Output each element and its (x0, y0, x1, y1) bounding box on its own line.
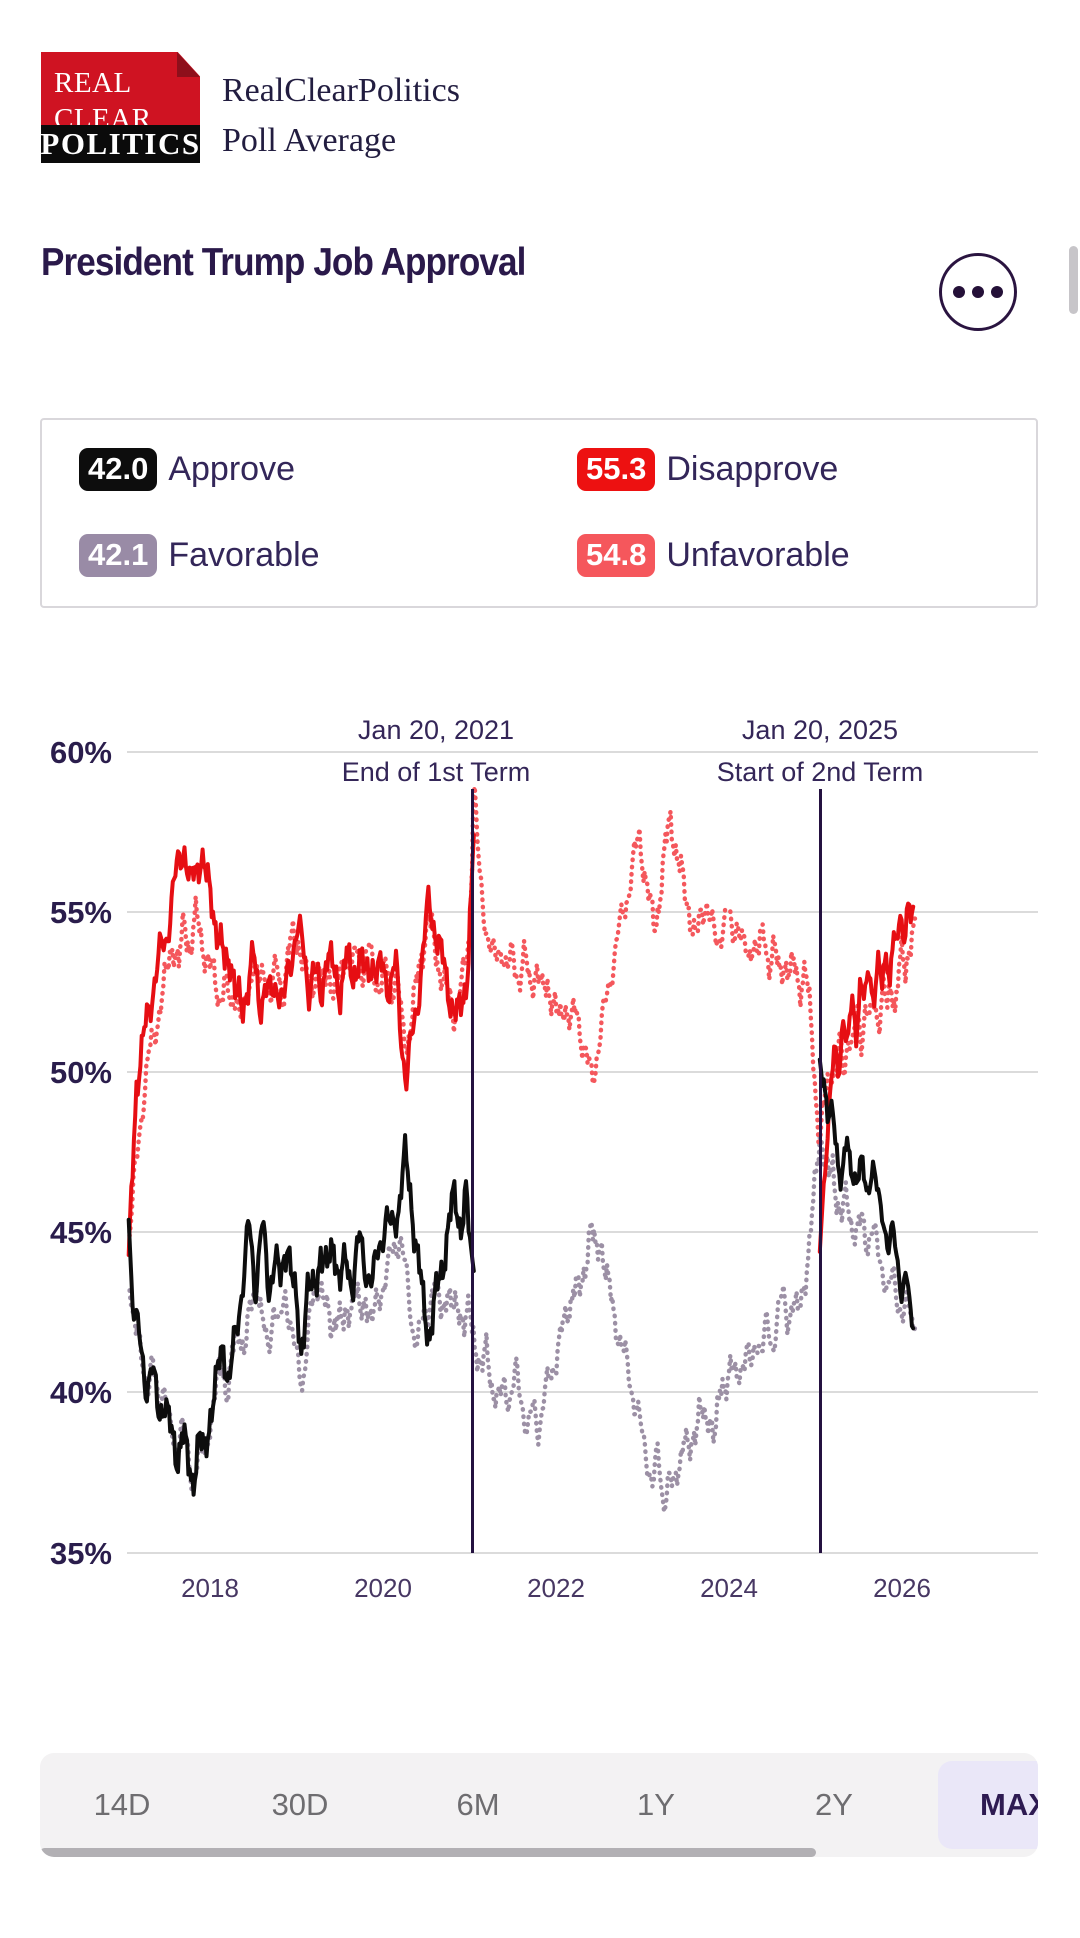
disapprove-value-badge: 55.3 (577, 447, 656, 491)
brand-text: RealClearPolitics Poll Average (222, 66, 460, 166)
y-tick-50: 50% (50, 1055, 112, 1090)
page-title: President Trump Job Approval (41, 241, 526, 284)
series-disapprove-line-1 (817, 901, 916, 1254)
approval-trend-chart[interactable]: 60% 55% 50% 45% 40% 35% 2018 2020 2022 2… (0, 690, 1080, 1620)
annotation-2025-label: Start of 2nd Term (717, 757, 924, 787)
poll-legend-card: 42.0 Approve 55.3 Disapprove 42.1 Favora… (40, 418, 1038, 608)
more-options-button[interactable] (939, 253, 1017, 331)
unfavorable-label: Unfavorable (666, 535, 850, 574)
annotation-2025-date: Jan 20, 2025 (742, 715, 898, 745)
unfavorable-value-badge: 54.8 (577, 533, 656, 577)
y-tick-55: 55% (50, 895, 112, 930)
x-tick-2022: 2022 (527, 1573, 585, 1603)
brand-line-2: Poll Average (222, 122, 397, 159)
range-button-max[interactable]: MAX (938, 1761, 1038, 1849)
legend-item-approve: 42.0 Approve (79, 447, 295, 491)
legend-item-disapprove: 55.3 Disapprove (577, 447, 838, 491)
x-tick-2020: 2020 (354, 1573, 412, 1603)
range-button-2y[interactable]: 2Y (774, 1753, 894, 1857)
y-tick-35: 35% (50, 1536, 112, 1571)
approve-label: Approve (168, 449, 295, 488)
annotation-2021-label: End of 1st Term (342, 757, 531, 787)
vertical-scrollbar-thumb[interactable] (1069, 246, 1078, 314)
ellipsis-icon (953, 286, 965, 298)
approve-value-badge: 42.0 (79, 447, 158, 491)
ellipsis-icon (991, 286, 1003, 298)
disapprove-label: Disapprove (666, 449, 839, 488)
brand-line-1: RealClearPolitics (222, 72, 460, 109)
ellipsis-icon (972, 286, 984, 298)
range-button-30d[interactable]: 30D (240, 1753, 360, 1857)
series-disapprove-line-0 (126, 833, 476, 1257)
rcp-logo: REAL CLEAR POLITICS (40, 52, 201, 163)
series-layer (126, 784, 918, 1515)
horizontal-scrollbar-thumb[interactable] (40, 1848, 816, 1857)
series-unfavorable-line-0 (127, 784, 918, 1238)
time-range-selector: 14D 30D 6M 1Y 2Y MAX (40, 1753, 1038, 1857)
range-button-14d[interactable]: 14D (62, 1753, 182, 1857)
x-tick-2024: 2024 (700, 1573, 758, 1603)
rcp-logo-real: REAL (54, 67, 132, 99)
x-axis-labels: 2018 2020 2022 2024 2026 (181, 1573, 931, 1603)
y-axis-labels: 60% 55% 50% 45% 40% 35% (50, 735, 112, 1571)
x-tick-2026: 2026 (873, 1573, 931, 1603)
x-tick-2018: 2018 (181, 1573, 239, 1603)
series-favorable-line-0 (127, 1134, 918, 1515)
rcp-logo-politics: POLITICS (40, 126, 201, 161)
rcp-logo-politics-band: POLITICS (40, 125, 201, 163)
range-button-1y[interactable]: 1Y (596, 1753, 716, 1857)
chart-gridlines (127, 751, 1038, 1554)
y-tick-45: 45% (50, 1215, 112, 1250)
y-tick-60: 60% (50, 735, 112, 770)
annotation-2021-date: Jan 20, 2021 (358, 715, 514, 745)
term-markers: Jan 20, 2021 End of 1st Term Jan 20, 202… (342, 715, 924, 1553)
range-button-6m[interactable]: 6M (418, 1753, 538, 1857)
series-approve-line-0 (126, 1133, 476, 1497)
legend-item-favorable: 42.1 Favorable (79, 533, 320, 577)
favorable-label: Favorable (168, 535, 320, 574)
series-approve-line-1 (817, 1057, 916, 1331)
favorable-value-badge: 42.1 (79, 533, 158, 577)
legend-item-unfavorable: 54.8 Unfavorable (577, 533, 850, 577)
y-tick-40: 40% (50, 1375, 112, 1410)
